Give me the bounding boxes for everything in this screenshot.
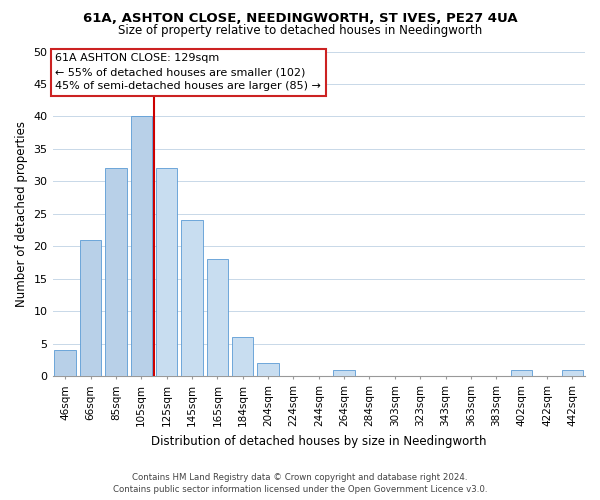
Bar bbox=[334, 370, 355, 376]
Bar bbox=[156, 168, 178, 376]
Text: Contains HM Land Registry data © Crown copyright and database right 2024.
Contai: Contains HM Land Registry data © Crown c… bbox=[113, 472, 487, 494]
Text: Size of property relative to detached houses in Needingworth: Size of property relative to detached ho… bbox=[118, 24, 482, 37]
Bar bbox=[105, 168, 127, 376]
Bar bbox=[181, 220, 203, 376]
X-axis label: Distribution of detached houses by size in Needingworth: Distribution of detached houses by size … bbox=[151, 434, 487, 448]
Bar bbox=[257, 364, 279, 376]
Bar bbox=[206, 260, 228, 376]
Bar bbox=[511, 370, 532, 376]
Text: 61A, ASHTON CLOSE, NEEDINGWORTH, ST IVES, PE27 4UA: 61A, ASHTON CLOSE, NEEDINGWORTH, ST IVES… bbox=[83, 12, 517, 26]
Bar bbox=[232, 338, 253, 376]
Bar bbox=[55, 350, 76, 376]
Text: 61A ASHTON CLOSE: 129sqm
← 55% of detached houses are smaller (102)
45% of semi-: 61A ASHTON CLOSE: 129sqm ← 55% of detach… bbox=[55, 53, 321, 91]
Y-axis label: Number of detached properties: Number of detached properties bbox=[15, 121, 28, 307]
Bar bbox=[562, 370, 583, 376]
Bar bbox=[131, 116, 152, 376]
Bar bbox=[80, 240, 101, 376]
